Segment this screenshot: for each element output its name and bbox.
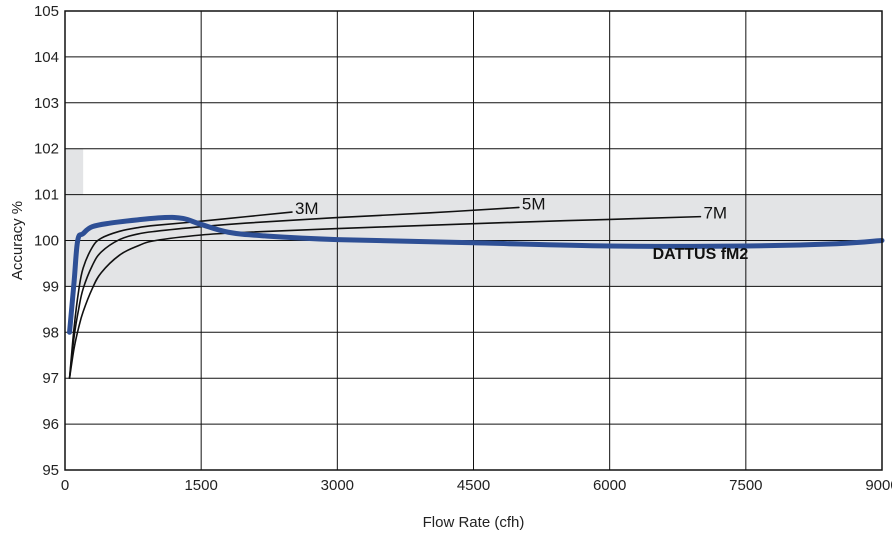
y-tick-label-101: 101: [34, 187, 59, 204]
y-tick-label-96: 96: [42, 416, 59, 433]
y-tick-label-97: 97: [42, 370, 59, 387]
x-tick-label-6000: 6000: [593, 477, 626, 494]
y-tick-label-99: 99: [42, 278, 59, 295]
y-axis-label: Accuracy %: [9, 201, 26, 280]
series-label-3m: 3M: [295, 199, 319, 218]
series-label-5m: 5M: [522, 194, 546, 213]
y-tick-label-102: 102: [34, 141, 59, 158]
y-axis-ticks: 95 96 97 98 99 100 101 102 103 104 105: [34, 3, 59, 479]
tolerance-band-1: [65, 148, 84, 195]
plot-frame: [64, 10, 883, 471]
x-tick-label-9000: 9000: [865, 477, 892, 494]
series-label-dattus-fm2: DATTUS fM2: [653, 246, 749, 263]
y-tick-label-105: 105: [34, 3, 59, 20]
series-labels: DATTUS fM2 3M 5M 7M: [295, 194, 748, 262]
series-line-dattus-fm2: [67, 214, 885, 335]
y-tick-label-98: 98: [42, 324, 59, 341]
y-tick-label-104: 104: [34, 49, 59, 66]
series-line-3m: [68, 211, 293, 379]
y-tick-label-95: 95: [42, 462, 59, 479]
x-axis-ticks: 0 1500 3000 4500 6000 7500 9000: [61, 477, 892, 494]
x-tick-label-3000: 3000: [321, 477, 354, 494]
x-axis-label: Flow Rate (cfh): [423, 514, 525, 531]
x-tick-label-0: 0: [61, 477, 69, 494]
series-layer: [67, 206, 885, 379]
series-line-7m: [68, 215, 702, 379]
series-line-5m: [68, 206, 520, 379]
y-tick-label-103: 103: [34, 95, 59, 112]
y-tick-label-100: 100: [34, 233, 59, 250]
x-tick-label-7500: 7500: [729, 477, 762, 494]
series-label-7m: 7M: [703, 204, 727, 223]
x-tick-label-1500: 1500: [184, 477, 217, 494]
x-tick-label-4500: 4500: [457, 477, 490, 494]
